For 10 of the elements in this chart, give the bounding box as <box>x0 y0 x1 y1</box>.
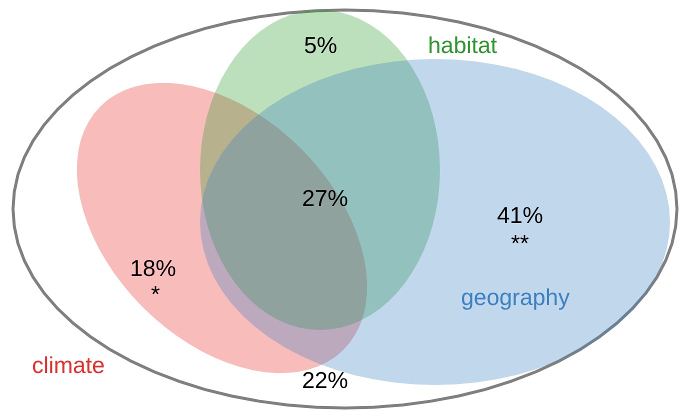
data-label: 18% <box>130 255 176 281</box>
text: climate <box>32 352 105 378</box>
text: * <box>151 281 160 307</box>
data-label: 27% <box>302 185 348 211</box>
data-label: 5% <box>304 32 338 58</box>
data-label: 22% <box>302 367 348 393</box>
text: habitat <box>428 32 498 58</box>
data-label: 41% <box>497 202 544 228</box>
text: ** <box>511 230 529 256</box>
text: geography <box>461 284 570 310</box>
